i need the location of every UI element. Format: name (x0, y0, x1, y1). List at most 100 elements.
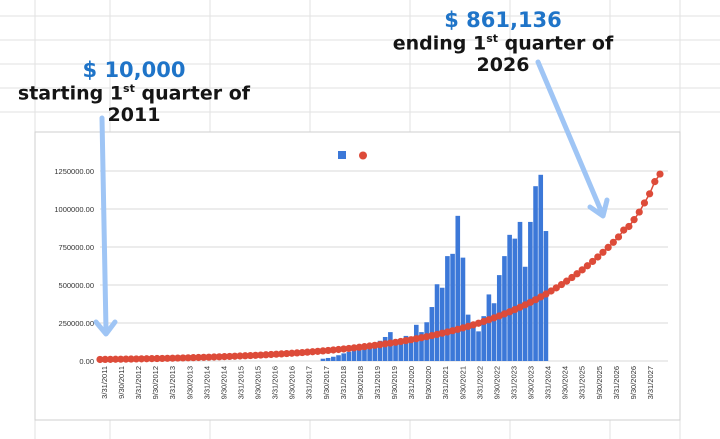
line-point (132, 355, 140, 363)
y-tick-labels: 0.00 250000.00 500000.00 750000.00 1000000.0… (54, 167, 94, 366)
bar (393, 342, 398, 361)
line-point (563, 277, 571, 285)
start-caption-pre: starting 1 (17, 82, 124, 105)
x-tick-label: 9/30/2012 (151, 366, 160, 399)
end-caption-sup: st (486, 32, 499, 45)
start-arrow-head (93, 319, 118, 337)
line-point (288, 349, 296, 357)
end-amount: $ 861,136 (444, 8, 562, 32)
line-point (604, 243, 612, 251)
line-point (588, 257, 597, 266)
bar (424, 322, 429, 361)
line-point (205, 353, 213, 361)
line-point (262, 351, 270, 359)
line-point (293, 349, 301, 357)
x-tick-label: 9/30/2024 (561, 366, 570, 399)
end-arrow-head (587, 197, 610, 219)
bar (517, 221, 523, 361)
line-point (236, 352, 244, 360)
bar (434, 284, 440, 361)
line-point (614, 233, 623, 241)
line-point (127, 355, 135, 363)
start-amount: $ 10,000 (82, 58, 186, 82)
line-point (96, 355, 104, 364)
start-annotation: $ 10,000 starting 1st quarter of 2011 (6, 58, 262, 126)
bar (445, 256, 450, 361)
x-tick-label: 9/30/2017 (322, 366, 331, 399)
line-point (283, 349, 291, 358)
bar (408, 336, 414, 361)
bar (471, 323, 476, 361)
line-point (189, 354, 197, 362)
legend-bar-swatch (338, 151, 346, 159)
x-tick-label: 3/31/2023 (509, 366, 518, 399)
line-point (557, 280, 566, 289)
bar (481, 316, 487, 361)
y-tick-label: 0.00 (79, 357, 94, 366)
line-point (547, 287, 555, 295)
bar (377, 340, 383, 361)
bar (528, 221, 533, 361)
x-tick-label: 3/31/2016 (271, 366, 280, 399)
y-tick-label: 500000.00 (59, 281, 94, 290)
y-tick-label: 750000.00 (59, 243, 94, 252)
end-arrow (535, 59, 605, 216)
bar (336, 355, 341, 361)
line-point (303, 348, 312, 356)
y-tick-label: 250000.00 (59, 319, 94, 328)
line-point (625, 222, 633, 231)
line-point (143, 355, 151, 363)
bar (403, 335, 409, 361)
line-point (215, 353, 223, 361)
line-point (635, 208, 643, 216)
line-point (573, 270, 581, 278)
bar (341, 353, 347, 361)
line-point (656, 170, 664, 178)
x-tick-label: 3/31/2012 (134, 366, 143, 399)
line-point (153, 354, 161, 363)
line-point (651, 178, 659, 186)
line-point (241, 352, 249, 360)
x-tick-label: 3/31/2014 (202, 366, 211, 399)
bar (382, 336, 388, 361)
bar (522, 266, 528, 361)
legend (338, 151, 367, 160)
x-tick-label: 9/30/2022 (492, 366, 501, 399)
bar (351, 350, 357, 361)
x-tick-label: 3/31/2011 (100, 366, 109, 399)
bar (398, 338, 404, 361)
line-point (168, 354, 177, 362)
x-tick-labels: 3/31/2011 9/30/2011 3/31/2012 9/30/2012 3/31… (100, 366, 655, 399)
line-point (231, 352, 239, 360)
bar (413, 324, 419, 361)
bar (538, 174, 544, 361)
line-point (257, 351, 265, 359)
x-tick-label: 3/31/2017 (305, 366, 314, 399)
line-point (174, 354, 182, 362)
line-point (324, 346, 332, 355)
bar (419, 332, 424, 361)
x-tick-label: 9/30/2013 (185, 366, 194, 399)
annotation-arrows (93, 59, 610, 337)
line-point (568, 273, 576, 282)
line-point (148, 355, 156, 363)
bar (533, 186, 538, 361)
bar (450, 253, 455, 361)
bar (502, 256, 507, 361)
x-tick-label: 3/31/2013 (168, 366, 177, 399)
x-tick-label: 9/30/2020 (424, 366, 433, 399)
bar (491, 303, 497, 361)
x-tick-label: 3/31/2025 (578, 366, 587, 399)
line-point (345, 344, 353, 353)
line-point (163, 354, 172, 362)
x-tick-label: 3/31/2020 (407, 366, 416, 399)
end-caption-pre: ending 1 (392, 32, 487, 55)
x-tick-label: 3/31/2027 (646, 366, 655, 399)
line-point (319, 347, 327, 355)
line-point (340, 345, 348, 353)
y-tick-label: 1250000.00 (54, 167, 94, 176)
line-point (298, 348, 306, 357)
bar (512, 238, 518, 361)
bar-series (320, 174, 549, 361)
line-point (583, 262, 592, 270)
